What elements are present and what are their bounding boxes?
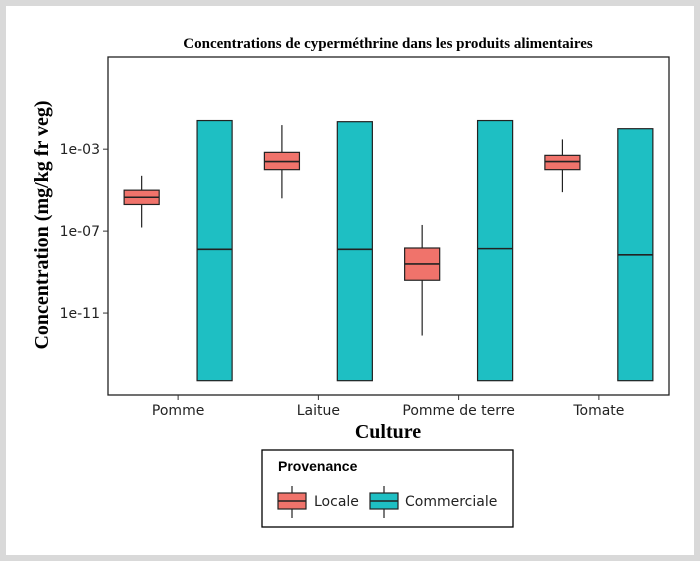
chart-title: Concentrations de cyperméthrine dans les… [183, 36, 593, 52]
x-tick-label: Pomme de terre [402, 403, 514, 419]
box-locale-pomme [123, 175, 160, 228]
box-body [196, 119, 233, 382]
box-commerciale-pomme-de-terre [476, 119, 514, 382]
x-tick-label: Laitue [297, 403, 340, 419]
box-body [544, 154, 581, 171]
x-axis-title: Culture [355, 421, 421, 443]
y-tick-label: 1e-07 [60, 224, 100, 240]
box-body [476, 119, 514, 382]
legend-title: Provenance [278, 458, 358, 474]
box-commerciale-pomme [196, 119, 233, 382]
legend-label: Commerciale [405, 494, 497, 510]
boxplot-series [123, 119, 654, 382]
y-axis: 1e-03 1e-07 1e-11 [60, 142, 108, 322]
plot-panel [107, 56, 670, 396]
box-locale-tomate [544, 139, 581, 193]
y-tick-label: 1e-11 [60, 306, 100, 322]
legend-key-locale [277, 486, 307, 518]
x-axis: Pomme Laitue Pomme de terre Tomate [152, 395, 624, 419]
box-commerciale-tomate [617, 128, 654, 382]
legend: Provenance Locale Commerciale [261, 449, 514, 528]
box-body [336, 121, 373, 382]
legend-box [261, 449, 514, 528]
box-locale-laitue [263, 125, 301, 199]
y-axis-title: Concentration (mg/kg fr veg) [31, 100, 53, 349]
x-tick-label: Pomme [152, 403, 204, 419]
box-locale-pomme-de-terre [404, 224, 441, 336]
box-commerciale-laitue [336, 121, 373, 382]
y-tick-label: 1e-03 [60, 142, 100, 158]
legend-label: Locale [314, 494, 359, 510]
x-tick-label: Tomate [572, 403, 624, 419]
legend-key-commerciale [369, 486, 399, 518]
